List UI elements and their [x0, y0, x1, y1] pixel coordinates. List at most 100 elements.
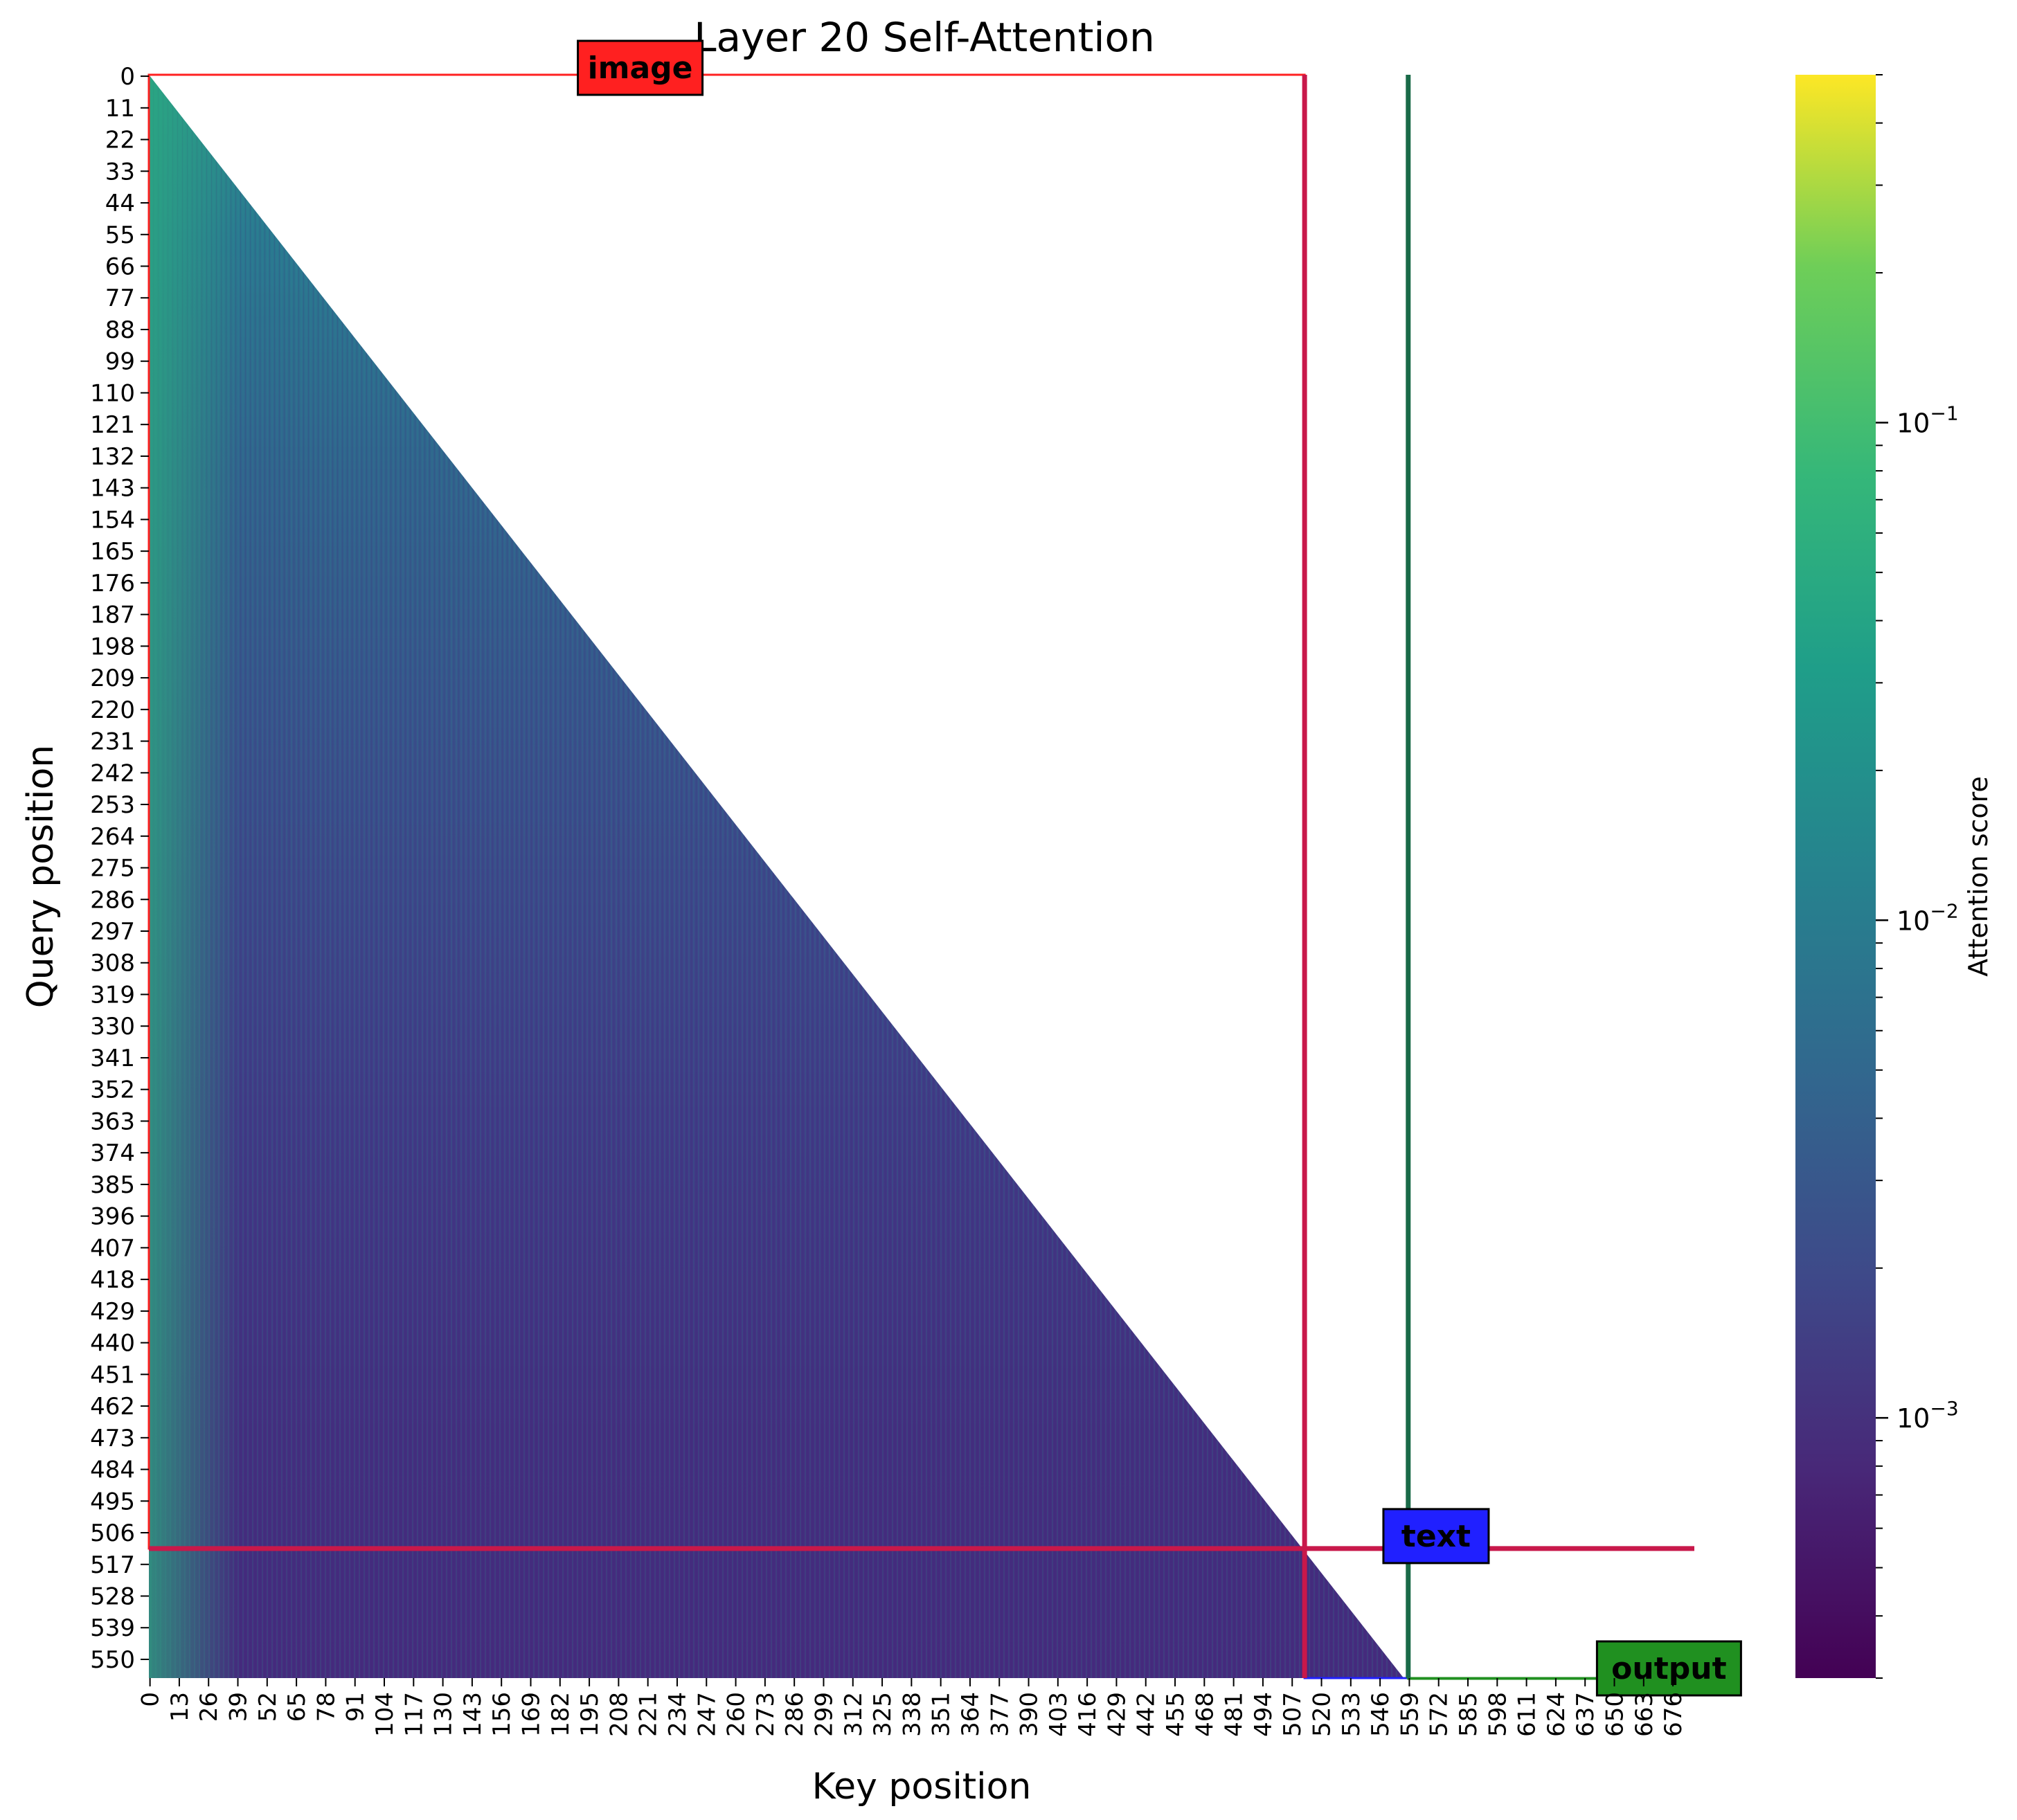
- x-tick-label: 13: [166, 1692, 194, 1722]
- x-tick-label: 338: [898, 1692, 926, 1737]
- x-tick-label: 104: [371, 1692, 399, 1737]
- x-tick-label: 533: [1338, 1692, 1365, 1737]
- x-tick-label: 637: [1572, 1692, 1599, 1737]
- y-tick-label: 187: [90, 602, 135, 629]
- colorbar-tick-label: 10−1: [1897, 402, 1959, 438]
- x-tick-label: 325: [869, 1692, 897, 1737]
- y-tick-label: 495: [90, 1488, 135, 1515]
- y-tick-label: 286: [90, 886, 135, 914]
- x-tick-label: 390: [1016, 1692, 1043, 1737]
- x-tick-label: 65: [283, 1692, 311, 1722]
- x-tick-label: 676: [1660, 1692, 1687, 1737]
- x-tick-label: 52: [254, 1692, 282, 1722]
- x-tick-label: 286: [781, 1692, 809, 1737]
- y-tick-label: 374: [90, 1139, 135, 1167]
- y-tick-label: 198: [90, 633, 135, 660]
- x-tick-label: 39: [225, 1692, 253, 1722]
- x-axis-ticks: 0 13 26 39 52 65 78 91 104 117 130 143 156 169 182 195 2…: [137, 1678, 1687, 1737]
- y-tick-label: 176: [90, 570, 135, 597]
- y-tick-label: 429: [90, 1298, 135, 1326]
- y-tick-label: 44: [105, 190, 135, 217]
- x-tick-label: 351: [928, 1692, 956, 1737]
- x-tick-label: 247: [693, 1692, 721, 1737]
- x-tick-label: 598: [1484, 1692, 1512, 1737]
- chart-title: Layer 20 Self-Attention: [694, 14, 1155, 61]
- y-tick-label: 77: [105, 285, 135, 312]
- x-tick-label: 494: [1250, 1692, 1278, 1737]
- y-tick-label: 385: [90, 1171, 135, 1199]
- y-tick-label: 330: [90, 1013, 135, 1040]
- y-tick-label: 132: [90, 443, 135, 471]
- x-tick-label: 585: [1455, 1692, 1482, 1737]
- colorbar-label: Attention score: [1963, 776, 1993, 977]
- y-axis-label: Query position: [20, 745, 62, 1009]
- x-tick-label: 611: [1514, 1692, 1541, 1737]
- x-tick-label: 260: [723, 1692, 751, 1737]
- y-tick-label: 451: [90, 1361, 135, 1389]
- x-tick-label: 455: [1162, 1692, 1190, 1737]
- y-tick-label: 264: [90, 823, 135, 851]
- y-tick-label: 154: [90, 506, 135, 534]
- x-tick-label: 663: [1631, 1692, 1658, 1737]
- x-tick-label: 559: [1396, 1692, 1424, 1737]
- y-tick-label: 253: [90, 791, 135, 819]
- y-tick-label: 297: [90, 918, 135, 946]
- region-label-image: image: [588, 51, 693, 86]
- x-tick-label: 273: [752, 1692, 780, 1737]
- heatmap-area: image text output: [147, 39, 1742, 1697]
- y-tick-label: 143: [90, 475, 135, 503]
- x-axis-label: Key position: [812, 1766, 1032, 1808]
- y-tick-label: 231: [90, 728, 135, 756]
- y-tick-label: 396: [90, 1203, 135, 1231]
- y-tick-label: 0: [120, 63, 135, 91]
- x-tick-label: 182: [547, 1692, 575, 1737]
- x-tick-label: 481: [1221, 1692, 1248, 1737]
- x-tick-label: 468: [1191, 1692, 1219, 1737]
- y-tick-label: 66: [105, 253, 135, 281]
- x-tick-label: 130: [430, 1692, 458, 1737]
- attention-column-texture: [149, 75, 1404, 1678]
- x-tick-label: 429: [1103, 1692, 1131, 1737]
- y-tick-label: 506: [90, 1520, 135, 1547]
- x-tick-label: 26: [195, 1692, 223, 1722]
- y-tick-label: 539: [90, 1614, 135, 1642]
- attention-early-keys-highlight: [149, 75, 240, 1678]
- y-tick-label: 275: [90, 855, 135, 883]
- y-tick-label: 33: [105, 158, 135, 186]
- x-tick-label: 195: [576, 1692, 604, 1737]
- colorbar-tick-label: 10−3: [1897, 1397, 1959, 1434]
- y-tick-label: 110: [90, 379, 135, 407]
- y-tick-label: 473: [90, 1425, 135, 1452]
- y-tick-label: 242: [90, 759, 135, 787]
- x-tick-label: 377: [986, 1692, 1014, 1737]
- x-tick-label: 91: [342, 1692, 370, 1722]
- y-tick-label: 528: [90, 1583, 135, 1610]
- colorbar-tick-label: 10−2: [1897, 899, 1959, 936]
- x-tick-label: 546: [1367, 1692, 1395, 1737]
- x-tick-label: 0: [137, 1692, 165, 1707]
- x-tick-label: 156: [488, 1692, 516, 1737]
- x-tick-label: 650: [1601, 1692, 1629, 1737]
- y-tick-label: 308: [90, 950, 135, 977]
- y-tick-label: 440: [90, 1330, 135, 1358]
- x-tick-label: 572: [1426, 1692, 1453, 1737]
- x-tick-label: 520: [1309, 1692, 1336, 1737]
- x-tick-label: 234: [664, 1692, 692, 1737]
- y-tick-label: 165: [90, 538, 135, 566]
- y-tick-label: 352: [90, 1076, 135, 1104]
- y-tick-label: 319: [90, 981, 135, 1009]
- region-label-box-text: [1382, 1508, 1490, 1565]
- y-tick-label: 363: [90, 1108, 135, 1135]
- y-tick-label: 55: [105, 222, 135, 249]
- region-label-box-output: [1595, 1640, 1742, 1697]
- x-tick-label: 299: [810, 1692, 838, 1737]
- y-tick-label: 220: [90, 696, 135, 724]
- y-tick-label: 517: [90, 1551, 135, 1579]
- y-tick-label: 11: [105, 95, 135, 123]
- colorbar: 10−1 10−2 10−3 Attention score: [1795, 74, 1993, 1679]
- y-tick-label: 121: [90, 411, 135, 439]
- x-tick-label: 143: [459, 1692, 487, 1737]
- y-tick-label: 418: [90, 1266, 135, 1294]
- colorbar-gradient: [1795, 75, 1876, 1678]
